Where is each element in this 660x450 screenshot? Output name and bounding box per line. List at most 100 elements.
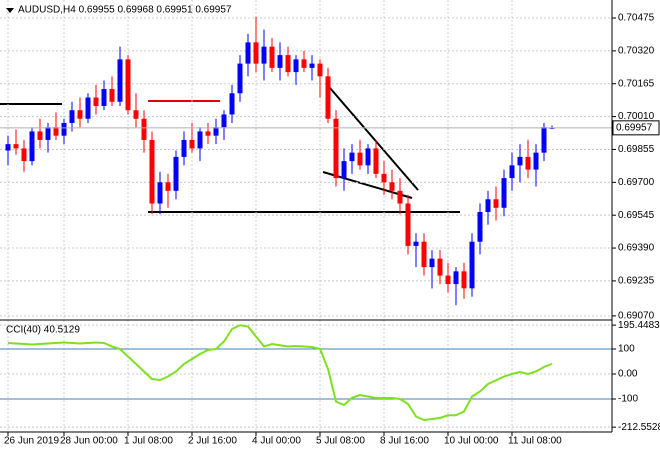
y-tick-label: -100: [618, 394, 638, 405]
x-tick-label: 28 Jun 00:00: [60, 436, 118, 447]
y-tick-label: -212.5528: [618, 422, 660, 433]
x-tick-label: 2 Jul 16:00: [188, 436, 237, 447]
indicator-title: CCI(40) 40.5129: [6, 325, 80, 336]
candle-body: [413, 241, 419, 246]
candle-body: [205, 131, 211, 136]
candle-body: [477, 212, 483, 242]
candle-body: [453, 271, 459, 285]
y-tick-label: 0.00: [618, 369, 638, 380]
candle-body: [445, 275, 451, 285]
candle-body: [189, 139, 195, 149]
candle-body: [509, 165, 515, 179]
candle-body: [285, 55, 291, 73]
candle-body: [269, 46, 275, 68]
candle-body: [301, 59, 307, 68]
candle-body: [389, 182, 395, 191]
candle-body: [437, 258, 443, 276]
candle-body: [325, 76, 331, 119]
candle-body: [493, 199, 499, 208]
candle-body: [525, 156, 531, 170]
candle-body: [405, 203, 411, 246]
candle-body: [53, 127, 59, 136]
y-tick-label: 0.69545: [618, 210, 655, 221]
x-tick-label: 5 Jul 08:00: [316, 436, 365, 447]
candle-body: [93, 97, 99, 106]
candle-body: [333, 118, 339, 179]
candle-body: [133, 110, 139, 119]
y-tick-label: 0.69390: [618, 243, 655, 254]
candle-body: [109, 89, 115, 102]
candle-body: [429, 258, 435, 268]
candle-body: [213, 127, 219, 136]
candle-body: [85, 97, 91, 119]
candle-body: [69, 110, 75, 123]
candle-body: [373, 148, 379, 174]
candle-body: [173, 156, 179, 191]
candle-body: [317, 63, 323, 77]
candle-body: [397, 190, 403, 204]
candle-body: [157, 182, 163, 204]
y-tick-label: 0.69070: [618, 311, 655, 322]
y-tick-label: 0.70475: [618, 13, 655, 24]
x-tick-label: 10 Jul 00:00: [444, 436, 499, 447]
candle-body: [533, 152, 539, 170]
candle-body: [421, 241, 427, 268]
candle-body: [125, 59, 131, 111]
candle-body: [253, 42, 259, 64]
candle-body: [293, 59, 299, 73]
y-tick-label: 0.70165: [618, 78, 655, 89]
candle-body: [21, 148, 27, 162]
candle-body: [117, 59, 123, 102]
y-tick-label: 0.70320: [618, 46, 655, 57]
candle-body: [261, 46, 267, 64]
y-tick-label: 195.4483: [618, 320, 660, 331]
price-badge: [612, 120, 660, 136]
candle-body: [165, 182, 171, 191]
candle-body: [237, 63, 243, 94]
candle-body: [461, 271, 467, 289]
candle-body: [349, 152, 355, 162]
cci-line: [7, 324, 553, 422]
candle-body: [5, 144, 11, 151]
candle-body: [45, 127, 51, 140]
x-tick-label: 4 Jul 00:00: [252, 436, 301, 447]
title-marker: [6, 8, 14, 13]
candle-body: [277, 55, 283, 68]
x-tick-label: 26 Jun 2019: [4, 436, 59, 447]
x-tick-label: 11 Jul 08:00: [508, 436, 562, 447]
candle-body: [149, 139, 155, 204]
candle-body: [29, 131, 35, 162]
candle-body: [501, 178, 507, 208]
y-tick-label: 100: [618, 344, 635, 355]
candle-body: [61, 122, 67, 136]
candle-body: [181, 139, 187, 157]
candle-body: [197, 131, 203, 149]
candle-body: [229, 93, 235, 115]
candle-body: [77, 110, 83, 119]
candle-body: [101, 89, 107, 106]
price-label: 0.69957: [616, 122, 653, 133]
candle-body: [381, 173, 387, 183]
chart-title: AUDUSD,H4 0.69955 0.69968 0.69951 0.6995…: [18, 5, 232, 16]
candle-body: [365, 148, 371, 166]
candle-body: [13, 144, 19, 149]
candle-body: [541, 127, 547, 153]
candle-body: [341, 161, 347, 179]
y-tick-label: 0.70010: [618, 111, 655, 122]
candle-body: [245, 42, 251, 64]
y-tick-label: 0.69700: [618, 177, 655, 188]
x-tick-label: 1 Jul 08:00: [124, 436, 173, 447]
candle-body: [309, 63, 315, 68]
y-tick-label: 0.69855: [618, 144, 655, 155]
candle-body: [485, 199, 491, 212]
candle-body: [221, 114, 227, 128]
candle-body: [141, 118, 147, 140]
candle-body: [517, 156, 523, 166]
x-tick-label: 8 Jul 16:00: [380, 436, 429, 447]
candle-body: [469, 241, 475, 289]
trend-line: [329, 87, 419, 191]
candle-body: [357, 152, 363, 166]
y-tick-label: 0.69235: [618, 276, 655, 287]
